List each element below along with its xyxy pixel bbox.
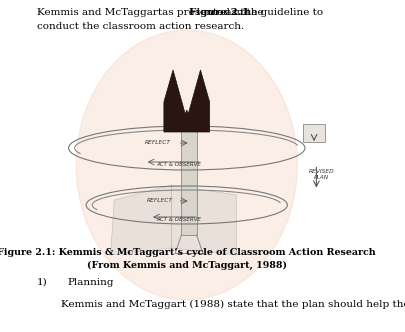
Polygon shape	[171, 185, 236, 255]
Bar	[181, 130, 197, 235]
Text: Kemmis and McTaggartas presented in the: Kemmis and McTaggartas presented in the	[36, 8, 266, 17]
Polygon shape	[164, 70, 210, 132]
Text: ACT & OBSERVE: ACT & OBSERVE	[157, 216, 202, 221]
Text: Planning: Planning	[67, 278, 113, 287]
Text: Figure 2.1: Kemmis & McTaggart’s cycle of Classroom Action Research: Figure 2.1: Kemmis & McTaggart’s cycle o…	[0, 248, 376, 257]
Text: conduct the classroom action research.: conduct the classroom action research.	[36, 22, 244, 31]
Text: (From Kemmis and McTaggart, 1988): (From Kemmis and McTaggart, 1988)	[87, 261, 287, 270]
Polygon shape	[111, 185, 171, 255]
Text: . as the guideline to: . as the guideline to	[219, 8, 323, 17]
Text: REFLECT: REFLECT	[145, 139, 171, 144]
Text: REFLECT: REFLECT	[147, 198, 173, 203]
Text: REVISED
PLAN: REVISED PLAN	[309, 169, 335, 180]
Text: 1): 1)	[36, 278, 47, 287]
Text: Kemmis and McTaggart (1988) state that the plan should help the: Kemmis and McTaggart (1988) state that t…	[61, 300, 405, 309]
Text: Figure 2.1: Figure 2.1	[189, 8, 249, 17]
Text: PLAN: PLAN	[306, 129, 322, 134]
Text: ACT & OBSERVE: ACT & OBSERVE	[157, 161, 202, 167]
Ellipse shape	[76, 30, 297, 300]
FancyBboxPatch shape	[303, 124, 325, 142]
